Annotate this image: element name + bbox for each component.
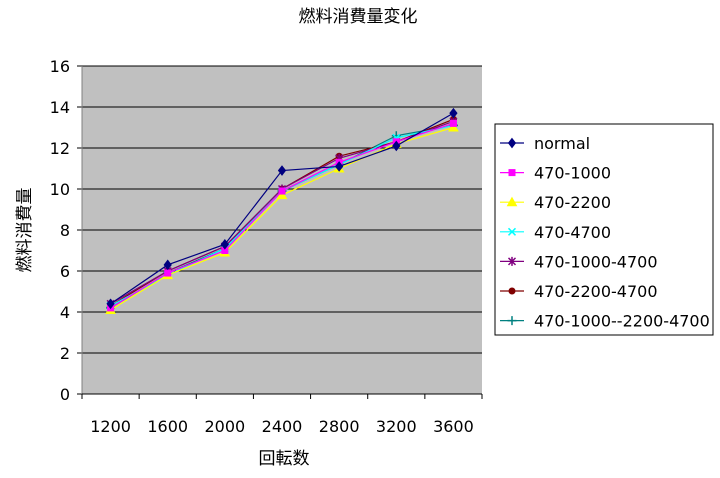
legend-item: 470-4700	[500, 223, 611, 242]
data-point	[277, 165, 287, 176]
data-point	[276, 189, 288, 200]
y-tick-label: 0	[60, 385, 70, 404]
legend-box	[494, 123, 714, 336]
y-tick-label: 6	[60, 262, 70, 281]
x-tick-label: 3200	[376, 417, 417, 436]
legend-item: 470-1000--2200-4700	[500, 312, 710, 331]
y-axis-label: 燃料消費量	[15, 188, 35, 273]
legend-item: normal	[500, 134, 590, 153]
data-point	[220, 239, 229, 250]
data-point	[163, 259, 172, 271]
legend-marker	[506, 196, 518, 207]
series-layer	[105, 107, 459, 314]
legend-item: 470-2200-4700	[500, 282, 658, 301]
data-point	[335, 161, 344, 172]
legend: normal 470-1000 470-2200 470-4700 470-1000-4…	[494, 123, 714, 336]
gridlines	[82, 65, 482, 354]
chart-title: 燃料消費量変化	[299, 7, 418, 27]
x-tick-label: 1600	[147, 417, 188, 436]
x-axis-ticks: 1200 1600 2000 2400 2800 3200 3600	[81, 394, 483, 436]
legend-marker	[507, 256, 517, 266]
legend-label: 470-1000-4700	[534, 252, 658, 271]
x-tick-label: 2800	[319, 417, 360, 436]
x-tick-label: 2400	[262, 417, 303, 436]
data-point	[106, 298, 115, 310]
legend-marker	[508, 287, 516, 295]
legend-label: 470-1000	[534, 164, 611, 183]
legend-item: 470-2200	[500, 193, 611, 212]
data-point	[449, 107, 458, 119]
data-point	[449, 119, 457, 127]
x-tick-label: 1200	[90, 417, 131, 436]
data-point	[392, 140, 401, 152]
data-point	[221, 247, 229, 254]
x-tick-label: 2000	[204, 417, 245, 436]
legend-label: 470-2200	[534, 193, 611, 212]
y-tick-label: 2	[60, 344, 70, 363]
legend-item: 470-1000-4700	[500, 252, 658, 271]
y-tick-label: 8	[60, 221, 70, 240]
y-tick-label: 14	[50, 98, 70, 117]
legend-label: 470-1000--2200-4700	[534, 312, 710, 331]
legend-marker	[508, 169, 516, 177]
legend-marker	[507, 227, 517, 236]
data-point	[448, 121, 459, 132]
legend-label: normal	[534, 134, 590, 153]
legend-label: 470-2200-4700	[534, 282, 658, 301]
x-tick-label: 3600	[433, 417, 474, 436]
x-axis-label: 回転数	[259, 449, 310, 469]
y-tick-label: 4	[60, 303, 70, 322]
y-tick-label: 16	[50, 57, 70, 76]
y-tick-label: 12	[50, 139, 70, 158]
legend-marker	[507, 316, 517, 326]
legend-item: 470-1000	[500, 164, 611, 183]
legend-label: 470-4700	[534, 223, 611, 242]
legend-marker	[507, 137, 517, 149]
y-axis-ticks: 0 2 4 6 8 10 12 14 16	[50, 57, 82, 404]
y-tick-label: 10	[50, 180, 70, 199]
data-point	[164, 269, 172, 277]
data-point	[278, 187, 286, 195]
series-0	[106, 107, 458, 310]
